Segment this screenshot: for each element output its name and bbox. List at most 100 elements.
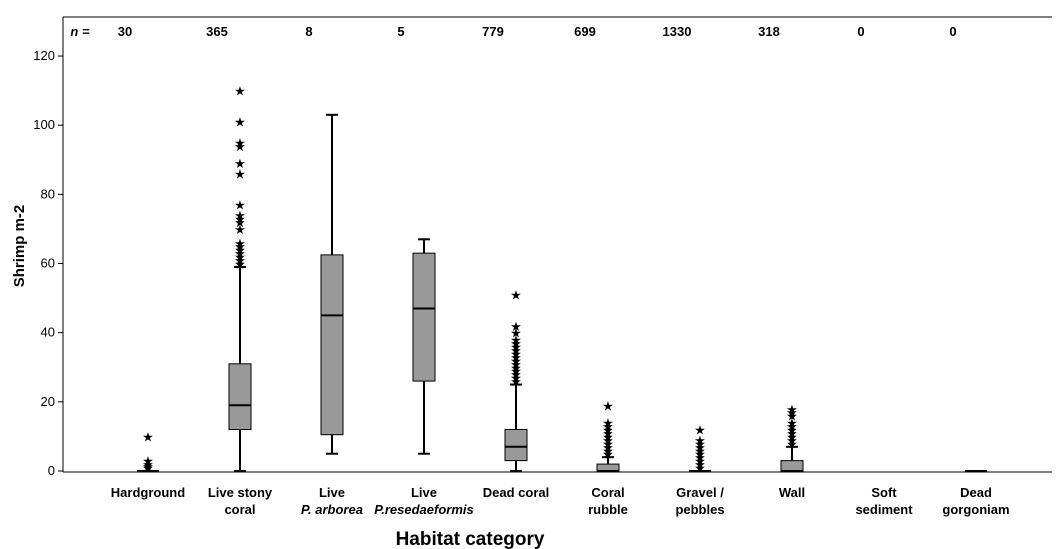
- outlier-point: ★: [142, 462, 154, 477]
- outlier-point: ★: [786, 417, 798, 432]
- category-label-6-0: Gravel /: [676, 485, 724, 500]
- category-label-5-1: rubble: [588, 502, 628, 517]
- iqr-box: [412, 252, 436, 382]
- outlier-point: ★: [234, 116, 246, 131]
- n-label: n =: [70, 24, 90, 39]
- box-cat-7: ★★★★★★★★★★: [780, 403, 804, 472]
- outlier-point: ★: [510, 337, 522, 352]
- outlier-point: ★: [234, 85, 246, 100]
- outlier-point: ★: [602, 417, 614, 432]
- iqr-box: [780, 460, 804, 472]
- outlier-point: ★: [510, 334, 522, 349]
- outlier-point: ★: [510, 361, 522, 376]
- category-label-2-0: Live: [319, 485, 345, 500]
- outlier-point: ★: [694, 448, 706, 463]
- outlier-point: ★: [602, 437, 614, 452]
- iqr-box: [504, 429, 528, 462]
- n-value-3: 5: [397, 24, 404, 39]
- outlier-point: ★: [234, 251, 246, 266]
- outlier-point: ★: [234, 216, 246, 231]
- outlier-point: ★: [694, 434, 706, 449]
- outlier-point: ★: [786, 420, 798, 435]
- outlier-point: ★: [510, 365, 522, 380]
- box-series: ★★★★★★★★★★★★★★★★★★★★★★★★★★★★★★★★★★★★★★★★…: [137, 85, 987, 477]
- outlier-point: ★: [510, 368, 522, 383]
- outlier-point: ★: [786, 403, 798, 418]
- category-label-3-0: Live: [411, 485, 437, 500]
- outlier-point: ★: [510, 344, 522, 359]
- category-label-9-0: Dead: [960, 485, 992, 500]
- y-axis: 0 20 40 60 80 100 120: [33, 48, 63, 478]
- y-tick-label-60: 60: [41, 256, 55, 271]
- iqr-box: [596, 463, 620, 472]
- y-tick-label-20: 20: [41, 394, 55, 409]
- outlier-point: ★: [786, 424, 798, 439]
- y-tick-label-120: 120: [33, 48, 55, 63]
- outlier-point: ★: [234, 244, 246, 259]
- category-label-4-0: Dead coral: [483, 485, 549, 500]
- box-cat-6: ★★★★★★★★★★: [689, 424, 711, 477]
- outlier-point: ★: [786, 406, 798, 421]
- outlier-point: ★: [234, 199, 246, 214]
- outlier-point: ★: [602, 399, 614, 414]
- outlier-point: ★: [602, 427, 614, 442]
- n-value-9: 0: [949, 24, 956, 39]
- outlier-point: ★: [510, 358, 522, 373]
- outlier-point: ★: [234, 240, 246, 255]
- box-cat-2: [320, 113, 344, 455]
- outlier-point: ★: [694, 437, 706, 452]
- category-label-8-1: sediment: [855, 502, 913, 517]
- n-value-2: 8: [305, 24, 312, 39]
- n-value-5: 699: [574, 24, 596, 39]
- outlier-point: ★: [142, 458, 154, 473]
- n-value-0: 30: [118, 24, 132, 39]
- iqr-box: [228, 363, 252, 431]
- category-label-0-0: Hardground: [111, 485, 185, 500]
- outlier-point: ★: [694, 458, 706, 473]
- outlier-point: ★: [142, 460, 154, 475]
- outlier-point: ★: [234, 254, 246, 269]
- outlier-point: ★: [694, 455, 706, 470]
- outlier-point: ★: [602, 444, 614, 459]
- category-label-1-1: coral: [224, 502, 255, 517]
- n-value-8: 0: [857, 24, 864, 39]
- outlier-point: ★: [510, 372, 522, 387]
- box-cat-4: ★★★★★★★★★★★★★★★★: [504, 289, 528, 472]
- outlier-point: ★: [786, 437, 798, 452]
- outlier-point: ★: [142, 430, 154, 445]
- outlier-point: ★: [510, 341, 522, 356]
- y-axis-title: Shrimp m-2: [11, 205, 28, 288]
- n-value-1: 365: [206, 24, 228, 39]
- sample-size-row: n = 30 365 8 5 779 699 1330 318 0 0: [70, 24, 956, 39]
- x-axis-category-labels: Hardground Live stony coral Live P. arborea L…: [111, 485, 1010, 517]
- outlier-point: ★: [234, 168, 246, 183]
- outlier-point: ★: [602, 424, 614, 439]
- plot-frame: [62, 16, 1052, 473]
- category-label-3-italic: P.resedaeformis: [374, 502, 474, 517]
- outlier-point: ★: [510, 375, 522, 390]
- outlier-point: ★: [786, 434, 798, 449]
- category-label-2-italic: P. arborea: [301, 502, 363, 517]
- outlier-point: ★: [602, 441, 614, 456]
- outlier-point: ★: [234, 157, 246, 172]
- category-label-8-0: Soft: [871, 485, 897, 500]
- outlier-point: ★: [510, 327, 522, 342]
- outlier-point: ★: [602, 420, 614, 435]
- category-label-9-1: gorgoniam: [942, 502, 1009, 517]
- outlier-point: ★: [694, 444, 706, 459]
- outlier-point: ★: [142, 455, 154, 470]
- n-value-4: 779: [482, 24, 504, 39]
- outlier-point: ★: [234, 237, 246, 252]
- y-tick-label-0: 0: [48, 463, 55, 478]
- outlier-point: ★: [694, 462, 706, 477]
- outlier-point: ★: [694, 424, 706, 439]
- outlier-point: ★: [234, 223, 246, 238]
- x-axis-title: Habitat category: [396, 529, 545, 549]
- outlier-point: ★: [234, 136, 246, 151]
- box-cat-0: ★★★★★: [137, 430, 159, 477]
- outlier-point: ★: [234, 209, 246, 224]
- outlier-point: ★: [234, 140, 246, 155]
- outlier-point: ★: [694, 451, 706, 466]
- outlier-point: ★: [234, 247, 246, 262]
